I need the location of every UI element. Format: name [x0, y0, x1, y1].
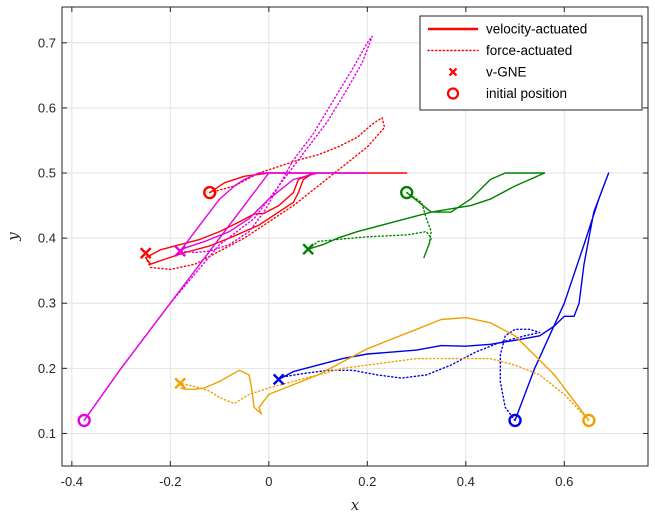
- initial-position-marker-2: [77, 413, 91, 428]
- x-tick-label: 0: [265, 474, 272, 489]
- legend-label: v-GNE: [486, 65, 527, 80]
- x-tick-label: -0.2: [159, 474, 181, 489]
- y-axis-label: y: [4, 232, 22, 242]
- v-gne-marker-5: [174, 377, 187, 390]
- legend-label: force-actuated: [486, 43, 572, 58]
- y-tick-label: 0.4: [38, 231, 56, 246]
- x-tick-label: 0.2: [358, 474, 376, 489]
- velocity-actuated-line-3: [307, 172, 546, 250]
- y-tick-label: 0.2: [38, 361, 56, 376]
- y-tick-label: 0.6: [38, 100, 56, 115]
- force-actuated-line-1: [145, 117, 386, 271]
- v-gne-marker-2: [174, 245, 187, 257]
- y-tick-label: 0.3: [38, 296, 56, 311]
- initial-position-marker-4: [508, 413, 522, 428]
- velocity-actuated-line-2: [83, 172, 368, 421]
- v-gne-marker-1: [139, 247, 152, 259]
- legend-label: velocity-actuated: [486, 22, 587, 37]
- x-tick-label: 0.6: [555, 474, 573, 489]
- y-tick-label: 0.7: [38, 35, 56, 50]
- v-gne-marker-4: [272, 373, 285, 386]
- legend-label: initial position: [486, 86, 567, 101]
- velocity-actuated-line-5: [180, 316, 590, 421]
- x-axis-label: x: [351, 496, 360, 514]
- legend-x-marker-symbol: [448, 67, 458, 77]
- v-gne-marker-3: [302, 243, 315, 256]
- y-tick-label: 0.5: [38, 166, 56, 181]
- force-actuated-line-2: [83, 35, 373, 422]
- x-tick-label: 0.4: [457, 474, 475, 489]
- velocity-actuated-line-4: [278, 172, 610, 421]
- series-group: [83, 35, 610, 422]
- initial-position-marker-1: [203, 185, 217, 200]
- y-tick-label: 0.1: [38, 426, 56, 441]
- axes-box: [61, 6, 649, 467]
- initial-position-marker-5: [582, 413, 596, 428]
- force-actuated-line-4: [278, 328, 541, 422]
- legend-circle-marker-symbol: [446, 87, 460, 100]
- legend: velocity-actuated force-actuated v-GNE init…: [419, 15, 643, 111]
- initial-position-marker-3: [400, 185, 414, 200]
- force-actuated-line-3: [307, 191, 432, 259]
- x-tick-label: -0.4: [61, 474, 83, 489]
- force-actuated-line-5: [179, 357, 590, 422]
